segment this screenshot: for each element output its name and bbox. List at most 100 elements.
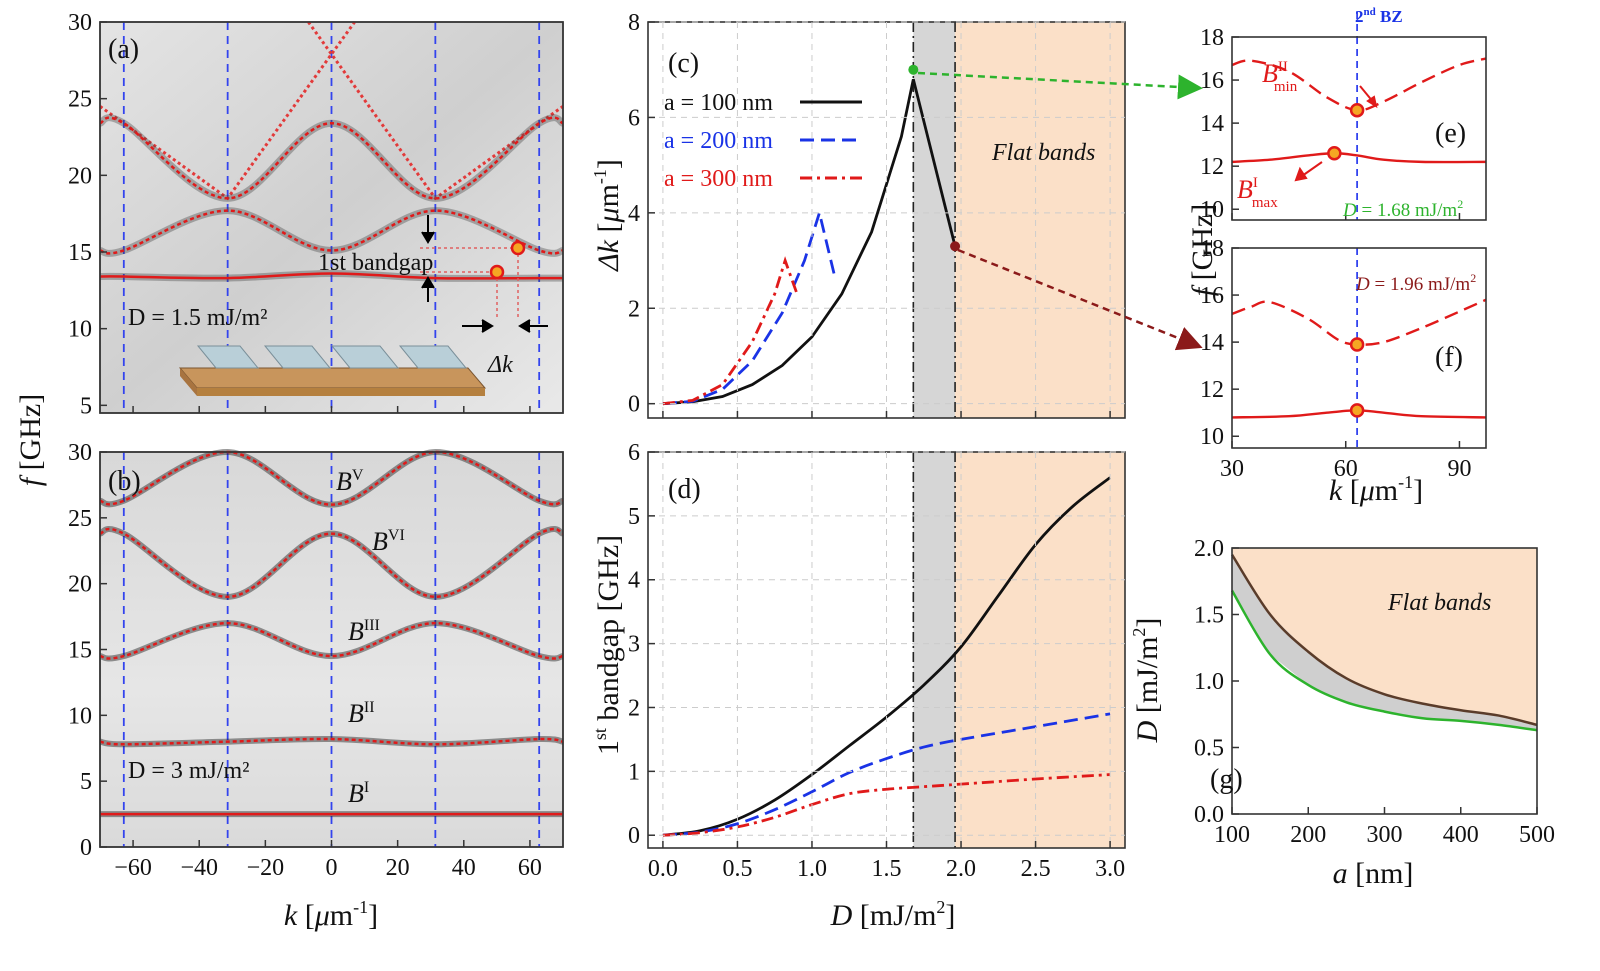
y-tick-label: 8 xyxy=(628,10,640,36)
panel-a-label: (a) xyxy=(108,34,139,65)
band-line xyxy=(99,621,564,660)
flat-band-region xyxy=(955,22,1125,418)
y-tick-label: 0 xyxy=(80,835,92,861)
y-tick-label: 30 xyxy=(68,10,92,36)
legend-label: a = 100 nm xyxy=(664,90,773,116)
y-tick-label: 10 xyxy=(1200,197,1224,223)
x-tick-label: −20 xyxy=(247,855,285,881)
band-line xyxy=(99,737,564,746)
y-tick-label: 12 xyxy=(1200,154,1224,180)
y-tick-label: 5 xyxy=(628,504,640,530)
y-tick-label: 14 xyxy=(1200,111,1224,137)
y-tick-label: 5 xyxy=(80,769,92,795)
plot-frame xyxy=(1231,36,1487,221)
x-tick-label: 500 xyxy=(1519,822,1555,848)
y-tick-label: 2 xyxy=(628,296,640,322)
panel-e-D: D = 1.68 mJ/m2 xyxy=(1342,197,1463,221)
band-line xyxy=(1231,152,1487,164)
legend-label: a = 300 nm xyxy=(664,166,773,192)
band-line xyxy=(99,272,563,280)
lower-boundary xyxy=(1230,589,1538,732)
y-tick-label: 1.5 xyxy=(1194,603,1224,629)
arrow-to-e-icon xyxy=(917,71,1203,100)
ab-xlabel: k [μm-1] xyxy=(284,897,378,932)
panel-d-label: (d) xyxy=(668,474,701,505)
panel-g-label: (g) xyxy=(1210,764,1243,795)
y-tick-label: 0 xyxy=(628,392,640,418)
panel-d: 0.0 0.5 1.0 1.5 2.0 2.5 3.0 0 1 2 3 4 5 6 (d) 1st ban… xyxy=(590,440,1126,932)
panel-c: 0 2 4 6 8 (c) Flat bands a = 100 nm a = 200 n… xyxy=(590,10,1126,419)
x-tick-label: 100 xyxy=(1214,822,1250,848)
panel-f-label: (f) xyxy=(1435,342,1463,373)
y-tick-label: 1 xyxy=(628,759,640,785)
upper-boundary xyxy=(1230,553,1538,727)
panel-e-label: (e) xyxy=(1435,118,1466,149)
end-marker xyxy=(950,241,961,252)
y-tick-label: 18 xyxy=(1200,236,1224,262)
x-tick-label: 400 xyxy=(1443,822,1479,848)
panel-g: 100 200 300 400 500 0.0 0.5 1.0 1.5 2.0 Flat band… xyxy=(1129,536,1555,890)
panel-d-xlabel: D [mJ/m2] xyxy=(830,897,956,932)
y-tick-label: 1.0 xyxy=(1194,669,1224,695)
y-tick-label: 16 xyxy=(1200,68,1224,94)
series-line xyxy=(662,207,836,406)
y-tick-label: 0 xyxy=(628,823,640,849)
bandgap-arrows-icon xyxy=(421,215,548,333)
y-tick-label: 10 xyxy=(68,317,92,343)
panel-d-ylabel: 1st bandgap [GHz] xyxy=(590,535,625,755)
label-BImax: BI max xyxy=(1237,175,1278,211)
band-line xyxy=(99,450,564,506)
panel-e: 10 12 14 16 18 2nd BZ (e) D = 1.68 mJ/m2 BII… xyxy=(1200,6,1487,223)
x-tick-label: 200 xyxy=(1290,822,1326,848)
light-line xyxy=(307,21,564,201)
y-tick-label: 20 xyxy=(68,163,92,189)
y-tick-label: 0.0 xyxy=(1194,802,1224,828)
x-tick-label: 40 xyxy=(452,855,476,881)
panel-g-xlabel: a [nm] xyxy=(1333,857,1414,890)
y-tick-label: 10 xyxy=(1200,424,1224,450)
ef-ylabel: f [GHz] xyxy=(1186,204,1219,296)
y-tick-label: 0.5 xyxy=(1194,736,1224,762)
band-line xyxy=(99,116,564,200)
flat-band-region xyxy=(1232,548,1537,725)
x-tick-label: −60 xyxy=(114,855,152,881)
y-tick-label: 2.0 xyxy=(1194,536,1224,562)
x-tick-label: 0.5 xyxy=(722,856,752,882)
x-tick-label: 0.0 xyxy=(648,856,678,882)
panel-g-flatbands: Flat bands xyxy=(1387,590,1491,616)
x-tick-label: 0 xyxy=(326,855,338,881)
y-tick-label: 25 xyxy=(68,506,92,532)
panel-g-ylabel: D [mJ/m2] xyxy=(1129,618,1164,744)
y-tick-label: 6 xyxy=(628,440,640,466)
panel-b: −60 −40 −20 0 20 40 60 0 5 10 15 20 25 30 (b) D = 3 m… xyxy=(68,440,564,881)
y-tick-label: 15 xyxy=(68,240,92,266)
band-line xyxy=(99,527,564,599)
panel-a-bandgap-annotation: 1st bandgap xyxy=(318,250,433,276)
y-tick-label: 6 xyxy=(628,105,640,131)
y-tick-label: 3 xyxy=(628,632,640,658)
x-tick-label: 2.0 xyxy=(946,856,976,882)
band-line xyxy=(1231,298,1487,346)
series-line xyxy=(662,712,1111,837)
y-tick-label: 16 xyxy=(1200,283,1224,309)
x-tick-label: −40 xyxy=(180,855,218,881)
flat-band-region xyxy=(955,452,1125,848)
grating-inset-icon xyxy=(178,345,487,396)
x-tick-label: 2.5 xyxy=(1021,856,1051,882)
panel-f-xlabel: k [μm-1] xyxy=(1329,472,1423,507)
label-BIImin: BII min xyxy=(1262,59,1298,95)
y-tick-label: 5 xyxy=(80,393,92,419)
transition-region xyxy=(913,452,956,848)
y-tick-label: 2 xyxy=(628,695,640,721)
panel-e-title: 2nd BZ xyxy=(1355,6,1403,26)
y-tick-label: 18 xyxy=(1200,25,1224,51)
x-tick-label: 3.0 xyxy=(1095,856,1125,882)
panel-c-label: (c) xyxy=(668,48,699,79)
marker xyxy=(1327,146,1342,161)
y-tick-label: 14 xyxy=(1200,330,1224,356)
plot-frame xyxy=(1231,247,1487,449)
y-tick-label: 10 xyxy=(68,703,92,729)
panel-a-dk-annotation: Δk xyxy=(487,352,513,378)
marker xyxy=(510,240,526,256)
